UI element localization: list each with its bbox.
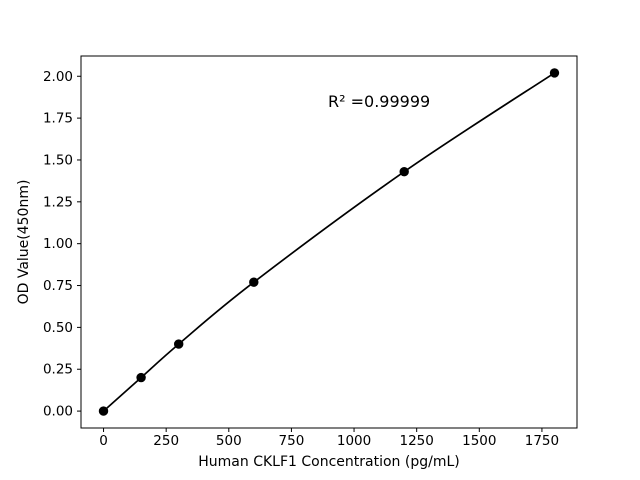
data-point-marker bbox=[136, 372, 146, 383]
y-tick-label: 2.00 bbox=[43, 69, 73, 85]
data-point-marker bbox=[174, 339, 184, 349]
curve bbox=[102, 72, 556, 412]
x-tick-label: 0 bbox=[99, 433, 108, 449]
x-axis-label: Human CKLF1 Concentration (pg/mL) bbox=[198, 454, 459, 470]
x-tick-label: 1250 bbox=[399, 433, 433, 449]
x-tick-label: 250 bbox=[153, 433, 179, 449]
x-tick-label: 1750 bbox=[525, 433, 559, 449]
data-point-marker bbox=[399, 167, 409, 177]
x-tick-label: 1000 bbox=[337, 433, 371, 449]
data-point-marker bbox=[249, 277, 259, 287]
y-tick-label: 0.00 bbox=[43, 404, 73, 420]
y-tick-label: 0.50 bbox=[43, 320, 73, 336]
y-tick-label: 0.75 bbox=[43, 278, 73, 294]
axes-frame bbox=[80, 55, 578, 429]
x-tick-label: 500 bbox=[216, 433, 242, 449]
data-point-marker bbox=[98, 406, 109, 416]
data-point-marker bbox=[549, 68, 560, 78]
y-tick-label: 1.25 bbox=[43, 194, 73, 210]
x-tick-label: 1500 bbox=[462, 433, 496, 449]
plot-area: 0 250 500 750 1000 1250 1500 1750 0.00 0.25 0.50 0.… bbox=[43, 55, 578, 449]
y-tick-label: 1.00 bbox=[43, 236, 73, 252]
r-squared-annotation: R² =0.99999 bbox=[328, 92, 430, 111]
y-tick-label: 1.75 bbox=[43, 111, 73, 127]
x-tick-label: 750 bbox=[279, 433, 305, 449]
y-tick-label: 1.50 bbox=[43, 152, 73, 168]
y-axis-label: OD Value(450nm) bbox=[16, 180, 32, 305]
y-tick-label: 0.25 bbox=[43, 362, 73, 378]
